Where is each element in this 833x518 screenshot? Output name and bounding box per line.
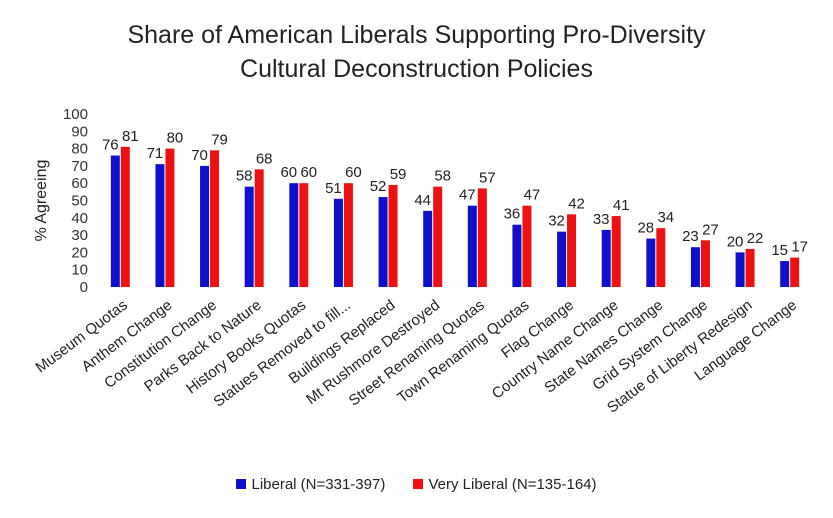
data-label-liberal: 51	[325, 180, 342, 197]
data-label-very-liberal: 47	[524, 187, 541, 204]
bar-liberal	[200, 165, 210, 287]
bar-liberal	[601, 229, 611, 287]
bar-liberal	[735, 252, 745, 287]
data-label-very-liberal: 59	[390, 166, 407, 183]
data-label-very-liberal: 60	[345, 164, 362, 181]
chart-title-line-2: Cultural Deconstruction Policies	[240, 55, 593, 83]
data-label-very-liberal: 58	[434, 168, 451, 185]
chart-title: Share of American Liberals Supporting Pr…	[0, 18, 833, 86]
data-label-very-liberal: 57	[479, 169, 496, 186]
data-label-very-liberal: 80	[167, 130, 184, 147]
y-tick-label: 30	[71, 227, 88, 244]
bar-very-liberal	[567, 214, 577, 287]
y-tick-label: 20	[71, 244, 88, 261]
y-tick-label: 100	[63, 106, 88, 123]
data-label-very-liberal: 68	[256, 150, 273, 167]
data-label-liberal: 20	[727, 233, 744, 250]
data-label-very-liberal: 34	[657, 209, 674, 226]
data-label-very-liberal: 79	[211, 131, 228, 148]
bar-liberal	[244, 186, 254, 287]
bar-very-liberal	[611, 216, 621, 287]
bar-liberal	[423, 210, 433, 287]
data-label-very-liberal: 27	[702, 221, 719, 238]
legend-swatch-very-liberal	[413, 479, 424, 490]
data-label-liberal: 60	[280, 164, 297, 181]
bar-very-liberal	[745, 248, 755, 287]
data-label-liberal: 47	[459, 187, 476, 204]
legend-label-very-liberal: Very Liberal (N=135-164)	[428, 476, 597, 493]
y-tick-label: 90	[71, 123, 88, 140]
bar-liberal	[646, 238, 656, 287]
bar-very-liberal	[477, 188, 487, 287]
y-tick-label: 60	[71, 175, 88, 192]
data-label-very-liberal: 81	[122, 128, 139, 145]
y-tick-label: 70	[71, 158, 88, 175]
bar-very-liberal	[656, 228, 666, 287]
bar-very-liberal	[210, 150, 220, 287]
bar-liberal	[333, 198, 343, 287]
chart-title-line-1: Share of American Liberals Supporting Pr…	[127, 21, 706, 49]
legend-item-very-liberal: Very Liberal (N=135-164)	[413, 476, 597, 493]
data-label-very-liberal: 17	[791, 239, 808, 256]
bar-very-liberal	[120, 146, 130, 287]
y-tick-label: 50	[71, 193, 88, 210]
data-label-liberal: 28	[637, 220, 654, 237]
y-tick-label: 80	[71, 141, 88, 158]
bar-very-liberal	[388, 184, 398, 287]
bar-liberal	[512, 224, 522, 287]
bar-liberal	[690, 247, 700, 287]
y-tick-label: 0	[80, 279, 88, 296]
data-label-liberal: 52	[370, 178, 387, 195]
bar-very-liberal	[433, 186, 443, 287]
bar-liberal	[557, 231, 567, 287]
data-label-very-liberal: 60	[300, 164, 317, 181]
bar-very-liberal	[790, 257, 800, 287]
data-label-liberal: 71	[147, 145, 164, 162]
data-label-liberal: 15	[771, 242, 788, 259]
bar-very-liberal	[299, 183, 309, 287]
data-label-very-liberal: 41	[613, 197, 630, 214]
bar-liberal	[110, 155, 120, 287]
data-label-liberal: 58	[236, 168, 253, 185]
data-label-liberal: 70	[191, 147, 208, 164]
legend-swatch-liberal	[236, 479, 247, 490]
y-axis-label: % Agreeing	[33, 160, 50, 242]
bar-liberal	[155, 164, 165, 287]
bar-very-liberal	[343, 183, 353, 287]
legend: Liberal (N=331-397) Very Liberal (N=135-…	[0, 476, 833, 493]
data-label-liberal: 44	[414, 192, 431, 209]
bar-liberal	[467, 205, 477, 287]
bar-very-liberal	[254, 169, 264, 287]
bar-liberal	[378, 197, 388, 287]
legend-item-liberal: Liberal (N=331-397)	[236, 476, 385, 493]
y-tick-label: 40	[71, 210, 88, 227]
bar-liberal	[780, 261, 790, 287]
bar-very-liberal	[165, 148, 175, 287]
data-label-liberal: 23	[682, 228, 699, 245]
bar-very-liberal	[700, 240, 710, 287]
bar-liberal	[289, 183, 299, 287]
data-label-very-liberal: 22	[747, 230, 764, 247]
data-label-liberal: 76	[102, 137, 119, 154]
data-label-liberal: 36	[504, 206, 521, 223]
data-label-liberal: 33	[593, 211, 610, 228]
legend-label-liberal: Liberal (N=331-397)	[251, 476, 386, 493]
data-label-very-liberal: 42	[568, 195, 585, 212]
bar-very-liberal	[522, 205, 532, 287]
y-tick-label: 10	[71, 262, 88, 279]
data-label-liberal: 32	[548, 213, 565, 230]
